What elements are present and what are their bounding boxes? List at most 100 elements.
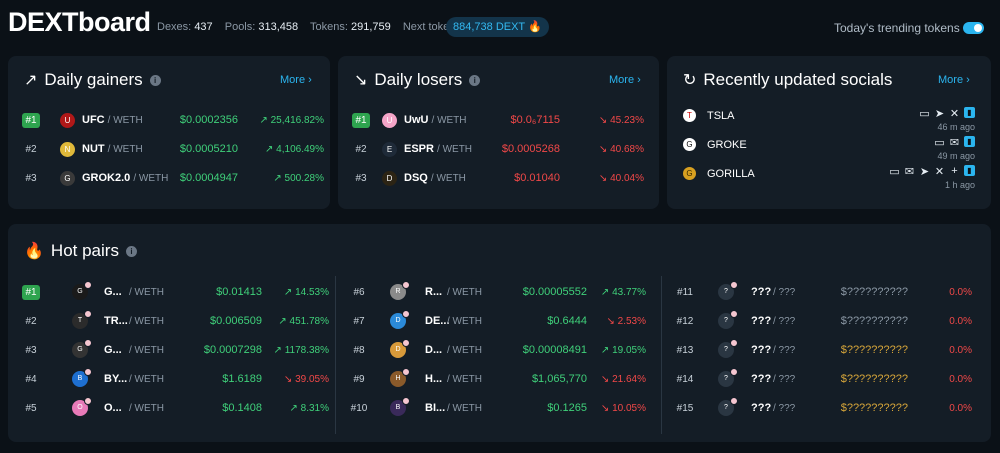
list-item[interactable]: #2 E ESPR / WETH $0.0005268 ↘ 40.68% [352,138,652,160]
table-row[interactable]: #11 ? ??? / ??? $?????????? 0.0% [676,281,976,303]
table-row[interactable]: #1 G G... / WETH $0.01413 ↗ 14.53% [22,281,329,303]
table-row[interactable]: #15 ? ??? / ??? $?????????? 0.0% [676,397,976,419]
rank-badge: #13 [676,344,694,356]
table-row[interactable]: #2 T TR... / WETH $0.006509 ↗ 451.78% [22,310,329,332]
table-row[interactable]: #10 B BI... / WETH $0.1265 ↘ 10.05% [350,397,650,419]
table-row[interactable]: #7 D DE... / WETH $0.6444 ↘ 2.53% [350,310,650,332]
token-symbol: BY... [104,373,128,385]
token-symbol: H... [425,373,443,385]
dextools-icon[interactable]: ▮ [964,107,975,118]
rank-badge: #3 [25,344,37,356]
table-row[interactable]: #8 D D... / WETH $0.00008491 ↗ 19.05% [350,339,650,361]
refresh-icon: ↻ [683,72,697,89]
token-change: 0.0% [949,286,972,298]
list-item[interactable]: #1 U UFC / WETH $0.0002356 ↗ 25,416.82% [22,109,324,131]
table-row[interactable]: #4 B BY... / WETH $1.6189 ↘ 39.05% [22,368,329,390]
rank-badge: #14 [676,373,694,385]
pair-quote: / WETH [129,402,164,414]
list-item[interactable]: #3 D DSQ / WETH $0.01040 ↘ 40.04% [352,167,652,189]
token-price: $0.006509 [210,315,262,327]
token-symbol: NUT [82,143,105,155]
token-price: $0.0002356 [179,114,238,126]
chain-badge-icon [730,339,738,347]
list-item[interactable]: #2 N NUT / WETH $0.0005210 ↗ 4,106.49% [22,138,324,160]
token-logo-icon: G [683,138,696,151]
more-link[interactable]: More › [609,74,641,86]
x-icon[interactable]: ✕ [934,166,945,178]
logo[interactable]: DEXTboard [8,7,151,37]
rank-badge: #3 [25,172,37,184]
token-price: $0.0007298 [203,344,262,356]
chain-badge-icon [402,310,410,318]
token-symbol: G... [104,286,122,298]
token-symbol: DE... [425,315,450,327]
pair-quote: / ??? [773,315,796,327]
fire-icon: 🔥 [24,243,44,260]
table-row[interactable]: #6 R R... / WETH $0.00005552 ↗ 43.77% [350,281,650,303]
token-change: 0.0% [949,402,972,414]
email-icon[interactable]: ✉ [949,137,960,149]
more-link[interactable]: More › [938,74,970,86]
table-row[interactable]: #13 ? ??? / ??? $?????????? 0.0% [676,339,976,361]
token-symbol: ??? [751,344,772,356]
pair-quote: / WETH [431,115,467,126]
token-logo-icon: O [72,400,88,416]
arrow-up-icon: ↗ [273,172,285,184]
rank-badge: #4 [25,373,37,385]
more-link[interactable]: More › [280,74,312,86]
info-icon[interactable]: i [469,74,481,86]
chain-badge-icon [730,368,738,376]
trending-toggle[interactable] [963,22,984,34]
arrow-up-icon: ↗ [600,286,613,298]
list-item[interactable]: #1 U UwU / WETH $0.0₆7115 ↘ 45.23% [352,109,652,131]
table-row[interactable]: #14 ? ??? / ??? $?????????? 0.0% [676,368,976,390]
x-icon[interactable]: ✕ [949,108,960,120]
table-row[interactable]: #12 ? ??? / ??? $?????????? 0.0% [676,310,976,332]
tokens-label: Tokens: [310,21,348,33]
arrow-up-icon: ↗ [278,315,290,327]
flame-icon: 🔥 [528,21,542,33]
daily-gainers-card: ↗ Daily gainers i More › #1 U UFC / WETH… [8,56,330,209]
arrow-up-icon: ↗ [265,143,277,155]
token-change: 40.04% [610,172,644,184]
dexes-label: Dexes: [157,21,192,33]
list-item[interactable]: G GORILLA ▭ ✉ ➤ ✕ + ▮ 1 h ago [683,165,975,195]
website-icon[interactable]: ▭ [889,166,900,178]
token-price: $?????????? [840,315,908,327]
token-symbol: ??? [751,315,772,327]
telegram-icon[interactable]: ➤ [934,108,945,120]
list-item[interactable]: G GROKE ▭ ✉ ▮ 49 m ago [683,136,975,166]
rank-badge: #1 [22,112,40,128]
email-icon[interactable]: ✉ [904,166,915,178]
pools-count: 313,458 [258,21,299,33]
table-row[interactable]: #5 O O... / WETH $0.1408 ↗ 8.31% [22,397,329,419]
telegram-icon[interactable]: ➤ [919,166,930,178]
token-price: $0.1408 [222,402,262,414]
token-symbol: G... [104,344,122,356]
updated-time: 46 m ago [937,122,975,132]
website-icon[interactable]: ▭ [919,108,930,120]
chain-badge-icon [84,281,92,289]
info-icon[interactable]: i [149,74,161,86]
list-item[interactable]: T TSLA ▭ ➤ ✕ ▮ 46 m ago [683,107,975,137]
dextools-icon[interactable]: ▮ [964,165,975,176]
arrow-down-icon: ↘ [600,402,613,414]
list-item[interactable]: #3 G GROK2.0 / WETH $0.0004947 ↗ 500.28% [22,167,324,189]
token-logo-icon: U [60,112,75,128]
info-icon[interactable]: i [125,245,137,257]
website-icon[interactable]: ▭ [934,137,945,149]
token-symbol: UFC [82,114,105,126]
dextools-icon[interactable]: ▮ [964,136,975,147]
table-row[interactable]: #3 G G... / WETH $0.0007298 ↗ 1178.38% [22,339,329,361]
token-price: $?????????? [840,373,908,385]
plus-icon[interactable]: + [951,165,958,177]
token-logo-icon: D [382,170,397,186]
pair-quote: / WETH [129,315,164,327]
table-row[interactable]: #9 H H... / WETH $1,065,770 ↘ 21.64% [350,368,650,390]
token-symbol: ??? [751,373,772,385]
burn-badge[interactable]: 884,738 DEXT 🔥 [446,17,549,37]
token-price: $0.1265 [547,402,587,414]
unknown-token-icon: ? [718,284,734,300]
rank-badge: #10 [350,402,368,414]
token-symbol: O... [104,402,122,414]
